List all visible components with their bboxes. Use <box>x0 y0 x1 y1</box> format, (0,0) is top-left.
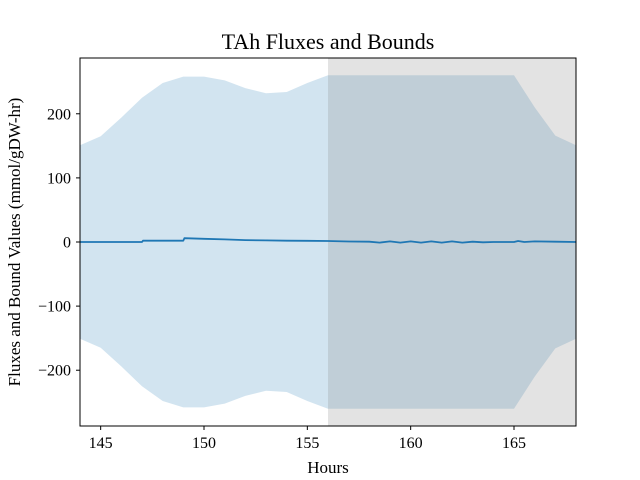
bounds-band <box>80 75 576 409</box>
x-axis: 145 150 155 160 165 <box>89 426 526 452</box>
flux-line <box>80 237 576 244</box>
x-tick-label: 145 <box>89 435 113 452</box>
y-tick-label: 0 <box>63 235 71 252</box>
x-axis-label: Hours <box>307 458 349 477</box>
x-tick-label: 150 <box>192 435 216 452</box>
x-tick-label: 160 <box>399 435 423 452</box>
y-tick-label: 100 <box>47 170 71 187</box>
x-tick-label: 155 <box>295 435 319 452</box>
y-tick-label: −100 <box>38 299 71 316</box>
plot-area <box>80 58 576 426</box>
chart-title: TAh Fluxes and Bounds <box>222 29 435 54</box>
y-axis-label: Fluxes and Bound Values (mmol/gDW-hr) <box>5 98 24 387</box>
y-tick-label: −200 <box>38 363 71 380</box>
y-axis: −200 −100 0 100 200 <box>38 106 80 380</box>
y-tick-label: 200 <box>47 106 71 123</box>
x-tick-label: 165 <box>502 435 526 452</box>
